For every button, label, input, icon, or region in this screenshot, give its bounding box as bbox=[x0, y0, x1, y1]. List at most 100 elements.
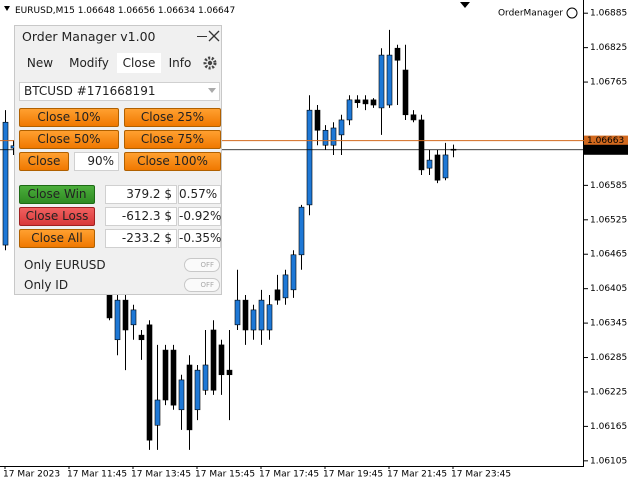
profit-value: -233.2 $ bbox=[105, 229, 177, 248]
candle-body bbox=[250, 309, 257, 331]
toggle-switch[interactable]: OFF bbox=[184, 278, 220, 292]
close-loss-button[interactable]: Close Loss bbox=[19, 207, 95, 226]
y-tick-label: 1.06765 bbox=[590, 78, 627, 88]
candle-body bbox=[202, 364, 209, 391]
candle-body bbox=[314, 109, 321, 131]
header: EURUSD,M15 1.06648 1.06656 1.06634 1.066… bbox=[15, 6, 235, 16]
settings-button[interactable] bbox=[202, 55, 218, 71]
candle-body bbox=[154, 399, 161, 426]
expert-name: OrderManager bbox=[498, 9, 563, 19]
ask-label: 1.06663 bbox=[587, 136, 624, 146]
chart-shift-marker bbox=[460, 2, 470, 8]
candle-body bbox=[402, 69, 409, 116]
close-50-button[interactable]: Close 50% bbox=[19, 130, 119, 149]
minimize-button[interactable] bbox=[197, 36, 207, 37]
profit-percent: -0.35% bbox=[178, 229, 221, 248]
ask-label-bg bbox=[584, 135, 628, 146]
tab[interactable]: New bbox=[26, 56, 54, 70]
toggle-switch[interactable]: OFF bbox=[184, 258, 220, 272]
candle-body bbox=[258, 299, 265, 331]
candle-body bbox=[434, 154, 441, 181]
candle-body bbox=[298, 206, 305, 256]
candle-body bbox=[330, 127, 337, 146]
bid-label: 1.06647 bbox=[587, 145, 624, 155]
x-tick-label: 17 Mar 2023 bbox=[3, 470, 60, 480]
candle-body bbox=[130, 309, 137, 326]
close-custom-button[interactable]: Close bbox=[19, 152, 69, 171]
close-25-button[interactable]: Close 25% bbox=[124, 108, 221, 127]
y-tick-label: 1.06165 bbox=[590, 422, 627, 432]
candle-body bbox=[162, 349, 169, 401]
candle-body bbox=[362, 99, 369, 105]
candle-body bbox=[354, 99, 361, 104]
candle-body bbox=[218, 344, 225, 376]
candle-body bbox=[146, 324, 153, 441]
tab-active[interactable]: Close bbox=[117, 53, 161, 73]
candle-body bbox=[290, 254, 297, 291]
candles bbox=[2, 29, 457, 450]
candle-body bbox=[170, 349, 177, 406]
toggle-label: Only ID bbox=[24, 278, 69, 292]
candle-body bbox=[386, 54, 393, 106]
candle-body bbox=[426, 159, 433, 169]
candle-body bbox=[394, 47, 401, 61]
panel-title: Order Manager v1.00 bbox=[22, 29, 156, 44]
bid-label-bg bbox=[584, 144, 628, 155]
close-100-button[interactable]: Close 100% bbox=[124, 152, 221, 171]
x-tick-label: 17 Mar 23:45 bbox=[451, 470, 511, 480]
y-tick-label: 1.06525 bbox=[590, 215, 627, 225]
candle-body bbox=[442, 154, 449, 179]
y-tick-label: 1.06225 bbox=[590, 387, 627, 397]
expert-icon bbox=[566, 7, 578, 19]
candle-body bbox=[410, 114, 417, 121]
dropdown-arrow bbox=[208, 88, 216, 93]
y-tick-label: 1.06585 bbox=[590, 181, 627, 191]
y-tick-label: 1.06465 bbox=[590, 250, 627, 260]
candle-body bbox=[266, 304, 273, 331]
candle-body bbox=[122, 299, 129, 331]
order-manager-panel: Order Manager v1.00 New Modify Close Inf… bbox=[14, 25, 222, 295]
close-10-button[interactable]: Close 10% bbox=[19, 108, 119, 127]
y-tick-label: 1.06405 bbox=[590, 284, 627, 294]
candle-body bbox=[322, 129, 329, 146]
y-tick-label: 1.06105 bbox=[590, 456, 627, 466]
percent-input[interactable]: 90% bbox=[74, 152, 119, 171]
toggle-label: Only EURUSD bbox=[24, 258, 106, 272]
symbol-icon bbox=[4, 6, 10, 11]
candle-body bbox=[234, 299, 241, 326]
profit-value: -612.3 $ bbox=[105, 207, 177, 226]
x-tick-label: 17 Mar 17:45 bbox=[259, 470, 319, 480]
candle-body bbox=[210, 329, 217, 391]
candle-body bbox=[242, 299, 249, 331]
candle-body bbox=[194, 369, 201, 411]
candle-body bbox=[418, 119, 425, 171]
candle-body bbox=[378, 54, 385, 109]
candle-body bbox=[186, 364, 193, 431]
close-75-button[interactable]: Close 75% bbox=[124, 130, 221, 149]
ticket-dropdown[interactable]: BTCUSD #171668191 bbox=[19, 82, 220, 101]
x-tick-label: 17 Mar 19:45 bbox=[323, 470, 383, 480]
close-panel-button[interactable] bbox=[208, 30, 220, 42]
candle-body bbox=[226, 369, 233, 376]
tab[interactable]: Modify bbox=[69, 56, 109, 70]
close-win-button[interactable]: Close Win bbox=[19, 185, 95, 204]
y-tick-label: 1.06345 bbox=[590, 319, 627, 329]
candle-body bbox=[2, 121, 9, 246]
y-tick-label: 1.06885 bbox=[590, 9, 627, 19]
x-tick-label: 17 Mar 21:45 bbox=[387, 470, 447, 480]
x-tick-label: 17 Mar 15:45 bbox=[195, 470, 255, 480]
candle-body bbox=[306, 109, 313, 206]
profit-percent: -0.92% bbox=[178, 207, 221, 226]
close-all-button[interactable]: Close All bbox=[19, 229, 95, 248]
profit-percent: 0.57% bbox=[178, 185, 221, 204]
y-tick-label: 1.06825 bbox=[590, 43, 627, 53]
x-tick-label: 17 Mar 11:45 bbox=[67, 470, 127, 480]
candle-body bbox=[114, 299, 121, 341]
tab[interactable]: Info bbox=[168, 56, 192, 70]
candle-body bbox=[274, 289, 281, 301]
candle-body bbox=[370, 99, 377, 106]
x-tick-label: 17 Mar 13:45 bbox=[131, 470, 191, 480]
candle-body bbox=[282, 274, 289, 299]
candle-body bbox=[338, 119, 345, 136]
